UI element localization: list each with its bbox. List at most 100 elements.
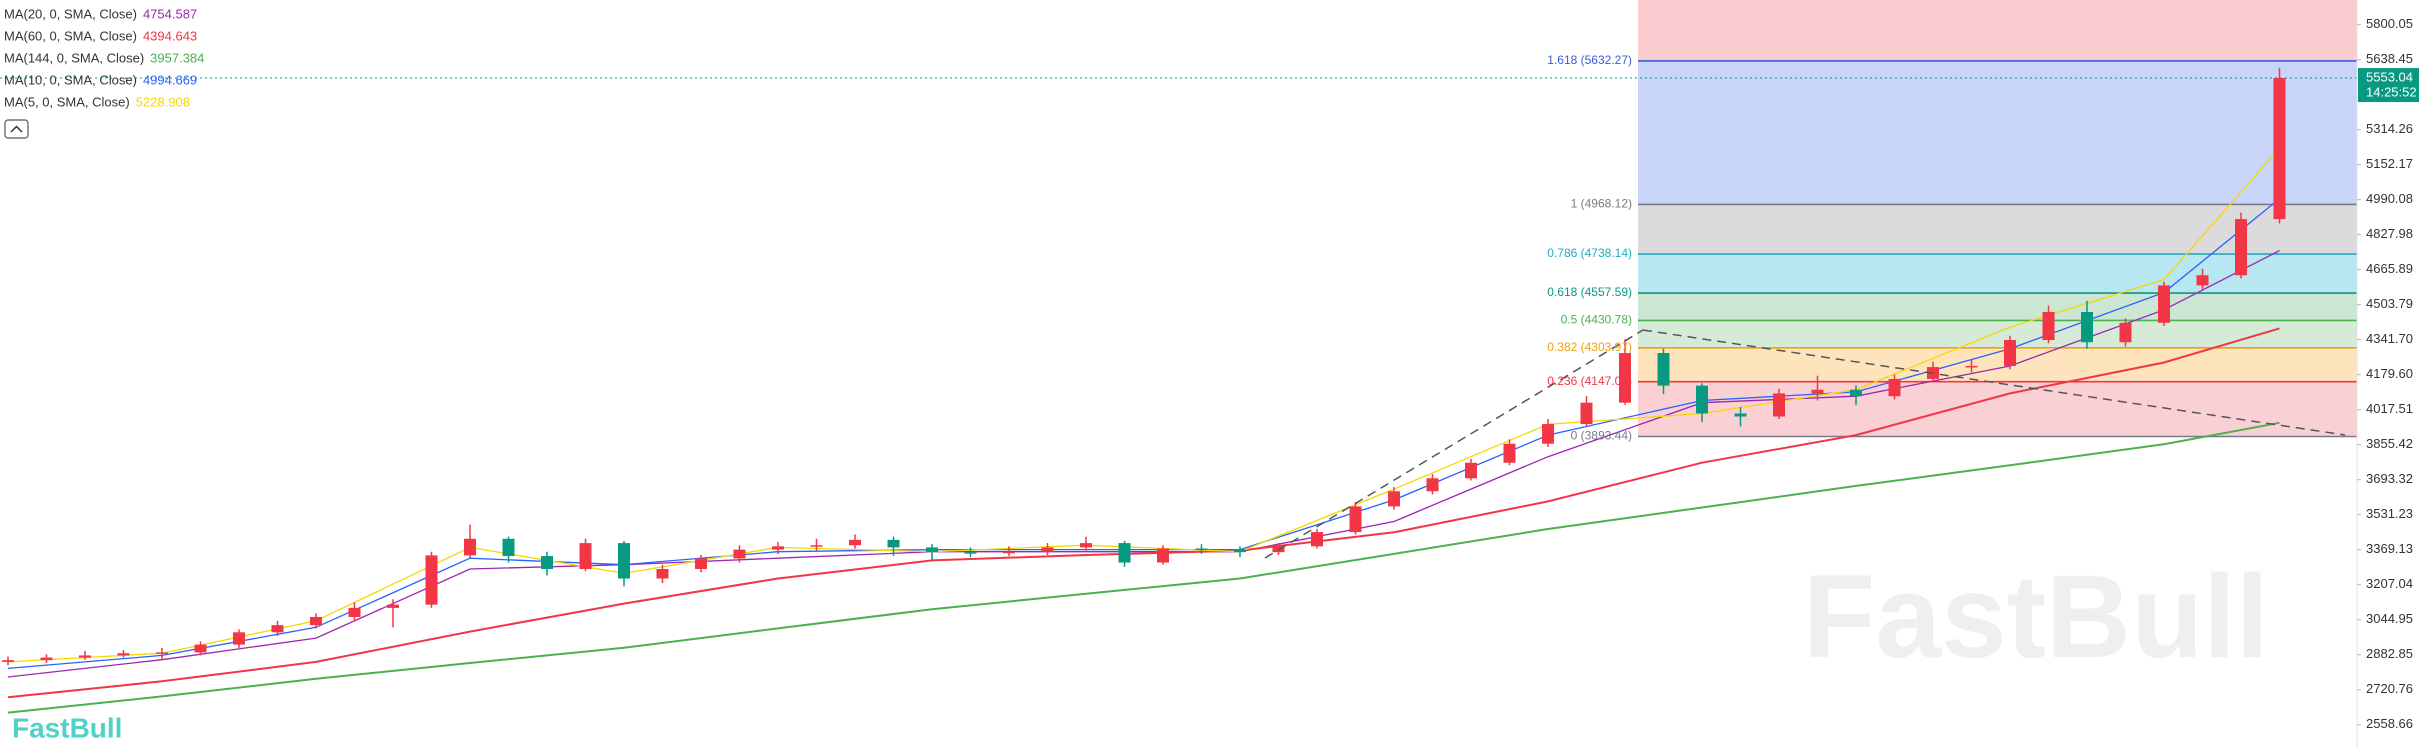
- legend-value: 4394.643: [143, 28, 197, 43]
- y-tick-label: 3207.04: [2366, 576, 2413, 591]
- ma-line: [7, 421, 2280, 714]
- collapse-button[interactable]: [4, 119, 29, 139]
- candle-body: [1388, 491, 1400, 507]
- fib-zone: [1638, 0, 2357, 61]
- y-tick-label: 4503.79: [2366, 296, 2413, 311]
- legend-name: MA(5, 0, SMA, Close): [4, 94, 130, 109]
- legend-value: 3957.384: [150, 50, 204, 65]
- fib-zone: [1638, 204, 2357, 255]
- candle-body: [1773, 393, 1785, 417]
- y-tick-label: 5314.26: [2366, 121, 2413, 136]
- last-price-box: [2358, 68, 2419, 103]
- y-tick-label: 5152.17: [2366, 156, 2413, 171]
- legend-name: MA(10, 0, SMA, Close): [4, 72, 137, 87]
- candle-body: [2196, 275, 2209, 286]
- candle-body: [887, 539, 900, 548]
- candle-body: [1003, 551, 1015, 554]
- last-price-label: 5553.04: [2366, 69, 2413, 84]
- candle-body: [194, 644, 207, 653]
- legend-value: 4754.587: [143, 6, 197, 21]
- y-tick-label: 5800.05: [2366, 16, 2413, 31]
- fib-level-label: 1 (4968.12): [1571, 197, 1632, 211]
- y-tick-label: 3369.13: [2366, 541, 2413, 556]
- fib-zone: [1638, 347, 2357, 382]
- candle-body: [656, 569, 669, 579]
- candle-body: [579, 543, 592, 570]
- candle-body: [117, 653, 130, 656]
- y-tick-label: 2558.66: [2366, 716, 2413, 731]
- y-tick-label: 4990.08: [2366, 191, 2413, 206]
- candle-body: [810, 545, 823, 547]
- candles: [2, 67, 2286, 666]
- candle-body: [1734, 413, 1747, 417]
- legend: MA(20, 0, SMA, Close) 4754.587 MA(60, 0, S…: [4, 6, 204, 109]
- candle-body: [464, 538, 476, 556]
- candle-body: [541, 556, 553, 570]
- legend-value: 5228.908: [136, 94, 190, 109]
- price-axis: 5800.05 5638.45 5314.26 5152.17 4990.08 4827.…: [2356, 0, 2419, 748]
- fib-level-label: 0.5 (4430.78): [1561, 313, 1632, 327]
- candle-body: [1503, 443, 1516, 463]
- y-tick-label: 3693.32: [2366, 471, 2413, 486]
- candle-body: [1965, 365, 1978, 368]
- fib-level-label: 0.236 (4147.06): [1547, 374, 1632, 388]
- candle-body: [1080, 543, 1092, 548]
- candle-body: [733, 549, 746, 559]
- y-tick-label: 4827.98: [2366, 226, 2413, 241]
- candle-body: [40, 657, 53, 661]
- last-price-time: 14:25:52: [2366, 84, 2417, 99]
- candle-body: [1657, 353, 1670, 386]
- candle-body: [1696, 385, 1708, 414]
- logo: FastBull: [12, 712, 122, 743]
- legend-name: MA(20, 0, SMA, Close): [4, 6, 137, 21]
- y-tick-label: 4341.70: [2366, 331, 2413, 346]
- y-tick-label: 2882.85: [2366, 646, 2413, 661]
- fib-zone: [1638, 381, 2357, 437]
- candle-body: [2, 660, 14, 662]
- candle-body: [2119, 322, 2132, 343]
- candle-body: [618, 543, 630, 579]
- candle-body: [1811, 389, 1824, 394]
- candle-body: [1311, 532, 1323, 547]
- watermark: FastBull: [1803, 551, 2269, 683]
- candle-body: [233, 632, 245, 645]
- fib-level-label: 0.786 (4738.14): [1547, 246, 1632, 260]
- y-tick-label: 4179.60: [2366, 366, 2413, 381]
- candle-body: [156, 652, 168, 654]
- candle-body: [271, 625, 284, 633]
- candle-body: [1349, 506, 1362, 533]
- candle-body: [964, 552, 977, 554]
- fib-zone: [1638, 254, 2357, 294]
- candle-body: [1580, 402, 1593, 425]
- candle-body: [502, 538, 515, 557]
- y-tick-label: 2720.76: [2366, 681, 2413, 696]
- candle-body: [849, 539, 861, 546]
- trend-line: [1264, 329, 1644, 559]
- trend-line: [1642, 329, 2346, 436]
- y-tick-label: 3855.42: [2366, 436, 2413, 451]
- candle-body: [2235, 219, 2247, 276]
- candle-body: [1234, 549, 1246, 553]
- candle-body: [2042, 311, 2055, 341]
- candle-body: [348, 607, 361, 617]
- candle-body: [772, 546, 784, 550]
- candle-body: [1888, 378, 1901, 397]
- fib-level-label: 0 (3893.44): [1571, 429, 1632, 443]
- candle-body: [1195, 548, 1208, 550]
- y-tick-label: 4665.89: [2366, 261, 2413, 276]
- candle-body: [1619, 353, 1631, 403]
- candle-body: [425, 555, 438, 605]
- fibonacci-retracement: [1638, 0, 2357, 438]
- fib-zone: [1638, 60, 2357, 205]
- candle-body: [2158, 285, 2170, 323]
- collapse-icon: [10, 125, 23, 133]
- candle-body: [310, 616, 322, 626]
- legend-name: MA(60, 0, SMA, Close): [4, 28, 137, 43]
- y-tick-label: 5638.45: [2366, 51, 2413, 66]
- candle-body: [695, 558, 707, 570]
- candle-body: [2081, 311, 2093, 343]
- candle-body: [1426, 478, 1439, 492]
- fib-level-label: 0.382 (4303.97): [1547, 340, 1632, 354]
